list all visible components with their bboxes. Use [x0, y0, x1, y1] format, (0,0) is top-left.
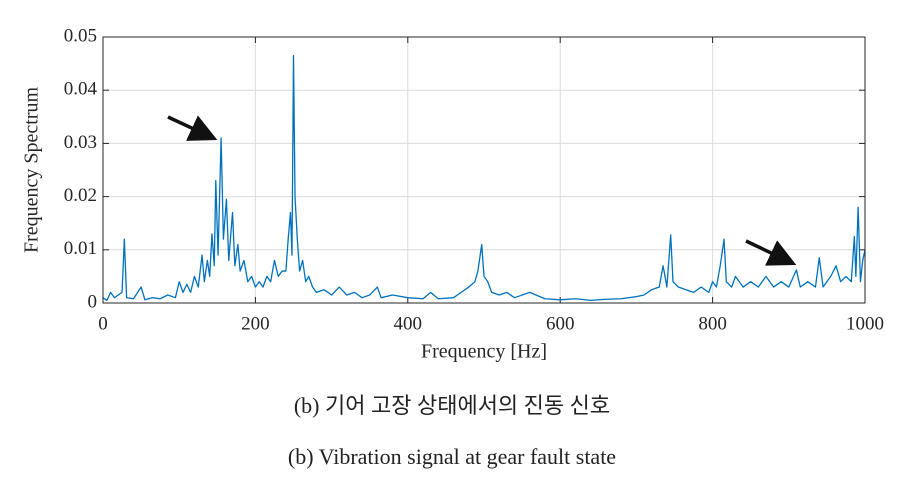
- y-tick-label: 0.03: [64, 132, 97, 153]
- x-tick-label: 800: [698, 313, 727, 334]
- x-axis-label: Frequency [Hz]: [421, 341, 547, 363]
- plot-area: [103, 37, 865, 303]
- y-tick-label: 0: [88, 291, 98, 312]
- x-tick-label: 200: [241, 313, 270, 334]
- arrow: [167, 115, 218, 141]
- arrow: [745, 239, 797, 266]
- y-axis-label: Frequency Spectrum: [21, 87, 43, 254]
- x-tick-label: 400: [394, 313, 423, 334]
- caption: (b) Vibration signal at gear fault state: [288, 444, 616, 469]
- y-tick-label: 0.04: [64, 79, 98, 100]
- caption: (b) 기어 고장 상태에서의 진동 신호: [294, 393, 610, 418]
- y-tick-label: 0.02: [64, 185, 97, 206]
- series-line: [102, 54, 866, 301]
- y-tick-label: 0.05: [64, 25, 97, 46]
- y-tick-label: 0.01: [64, 238, 97, 259]
- x-tick-label: 600: [546, 313, 575, 334]
- plot: 0 200 400 600 800 1000 0 0.01 0.02 0.03 0.04 0.05: [64, 25, 884, 334]
- x-tick-label: 1000: [846, 313, 884, 334]
- x-tick-label: 0: [98, 313, 108, 334]
- plot-frame: [102, 36, 866, 304]
